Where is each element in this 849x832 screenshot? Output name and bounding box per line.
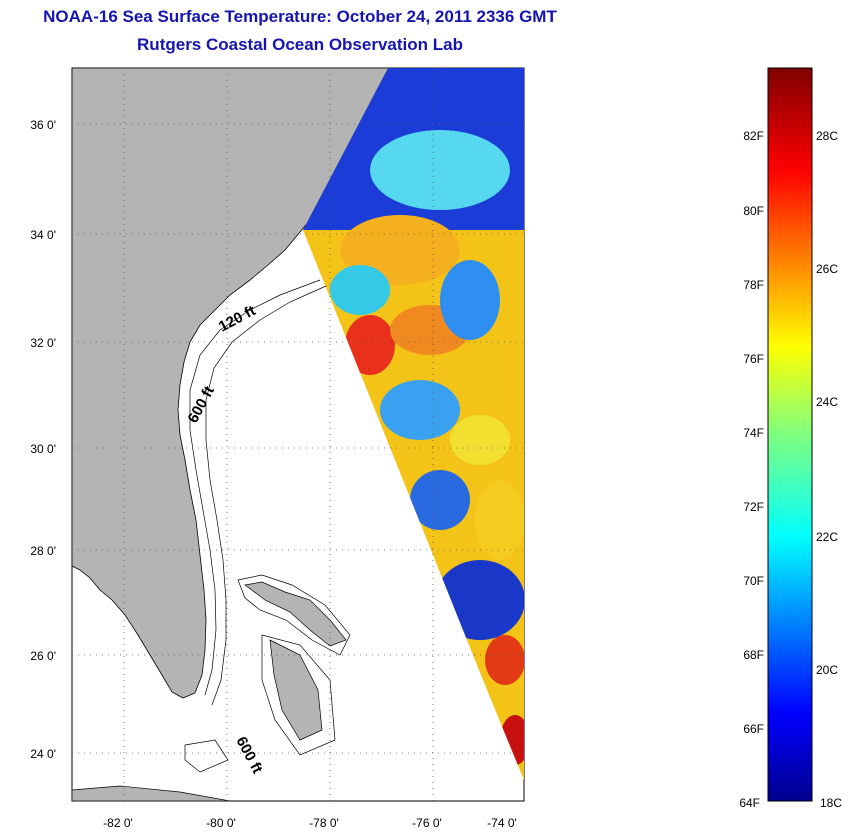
lat-label-36: 36 0' bbox=[30, 118, 56, 132]
colorbar-f-64: 64F bbox=[739, 796, 760, 810]
lat-label-34: 34 0' bbox=[30, 228, 56, 242]
colorbar-f-82: 82F bbox=[743, 129, 764, 143]
colorbar-c-24: 24C bbox=[816, 395, 838, 409]
lat-label-24: 24 0' bbox=[30, 747, 56, 761]
colorbar-f-68: 68F bbox=[743, 648, 764, 662]
lat-label-30: 30 0' bbox=[30, 442, 56, 456]
bahamas-islands bbox=[244, 581, 347, 741]
colorbar-c-20: 20C bbox=[816, 663, 838, 677]
colorbar-f-66: 66F bbox=[743, 722, 764, 736]
lon-label-76: -76 0' bbox=[412, 816, 442, 830]
colorbar-f-74: 74F bbox=[743, 426, 764, 440]
graticule bbox=[72, 68, 524, 801]
bahamas-contour bbox=[184, 574, 351, 773]
colorbar-c-22: 22C bbox=[816, 530, 838, 544]
lon-label-78: -78 0' bbox=[309, 816, 339, 830]
colorbar-f-78: 78F bbox=[743, 278, 764, 292]
map-subtitle: Rutgers Coastal Ocean Observation Lab bbox=[137, 35, 463, 54]
colorbar-f-72: 72F bbox=[743, 500, 764, 514]
colorbar-c-26: 26C bbox=[816, 262, 838, 276]
lat-label-32: 32 0' bbox=[30, 336, 56, 350]
lat-label-26: 26 0' bbox=[30, 649, 56, 663]
cuba-coast bbox=[72, 785, 231, 801]
colorbar-c-28: 28C bbox=[816, 129, 838, 143]
colorbar-f-80: 80F bbox=[743, 204, 764, 218]
lat-label-28: 28 0' bbox=[30, 544, 56, 558]
colorbar-f-70: 70F bbox=[743, 574, 764, 588]
lon-label-80: -80 0' bbox=[206, 816, 236, 830]
colorbar bbox=[767, 67, 813, 802]
map-title: NOAA-16 Sea Surface Temperature: October… bbox=[43, 7, 557, 26]
colorbar-f-76: 76F bbox=[743, 352, 764, 366]
contour-120ft bbox=[189, 279, 321, 696]
lon-label-74: -74 0' bbox=[487, 816, 517, 830]
colorbar-c-18: 18C bbox=[820, 796, 842, 810]
contour-600ft bbox=[205, 285, 327, 706]
lon-label-82: -82 0' bbox=[103, 816, 133, 830]
